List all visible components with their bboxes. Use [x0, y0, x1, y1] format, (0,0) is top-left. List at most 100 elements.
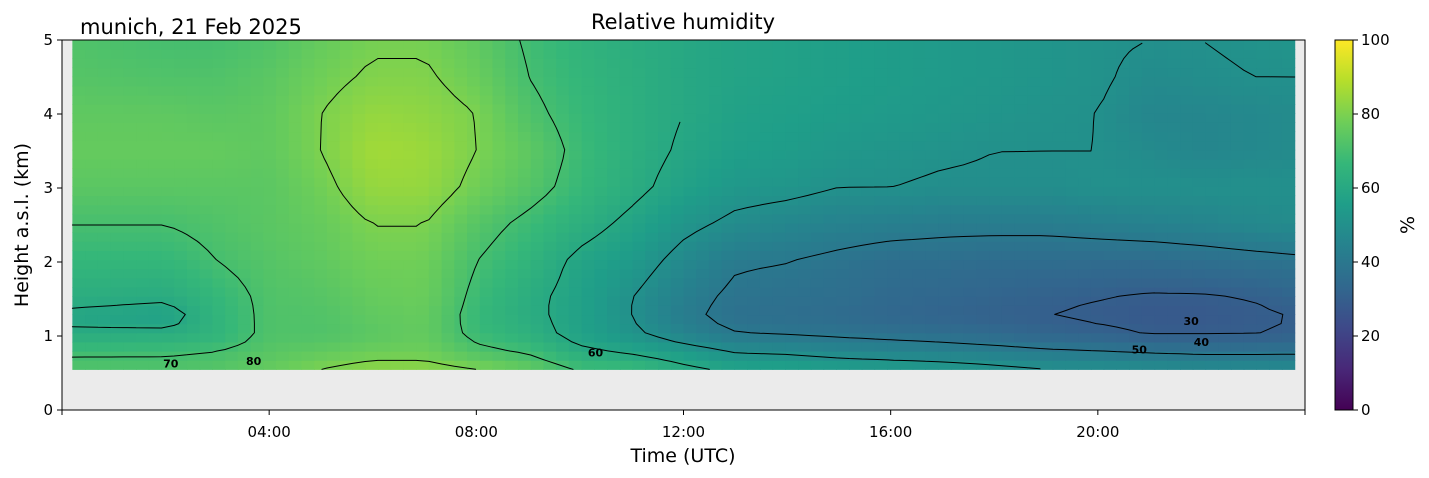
humidity-cell: [110, 277, 124, 288]
humidity-cell: [556, 195, 570, 206]
humidity-cell: [670, 323, 685, 334]
humidity-cell: [212, 113, 226, 123]
humidity-cell: [938, 241, 952, 251]
humidity-cell: [225, 351, 239, 361]
humidity-cell: [1141, 222, 1156, 233]
humidity-cell: [97, 259, 112, 270]
humidity-cell: [861, 250, 876, 261]
humidity-cell: [276, 104, 290, 114]
humidity-cell: [543, 305, 557, 316]
humidity-cell: [1154, 195, 1168, 206]
humidity-cell: [1192, 213, 1207, 224]
humidity-cell: [492, 360, 506, 370]
humidity-cell: [925, 158, 939, 169]
humidity-cell: [594, 158, 608, 169]
humidity-cell: [1192, 131, 1207, 142]
humidity-cell: [1167, 250, 1181, 261]
humidity-cell: [365, 305, 379, 316]
humidity-cell: [377, 259, 392, 270]
humidity-cell: [632, 85, 646, 96]
humidity-cell: [619, 58, 634, 69]
humidity-cell: [97, 204, 112, 215]
humidity-cell: [97, 168, 112, 178]
humidity-cell: [1027, 296, 1041, 306]
humidity-cell: [556, 296, 570, 306]
humidity-cell: [505, 305, 519, 316]
humidity-cell: [976, 49, 990, 59]
humidity-cell: [365, 85, 379, 96]
humidity-cell: [1256, 305, 1270, 316]
humidity-cell: [72, 250, 86, 261]
humidity-cell: [85, 104, 99, 114]
humidity-cell: [441, 122, 455, 133]
humidity-cell: [276, 158, 290, 169]
humidity-cell: [1180, 158, 1194, 169]
humidity-cell: [301, 341, 315, 352]
humidity-cell: [467, 40, 481, 50]
humidity-cell: [1205, 85, 1219, 96]
humidity-cell: [186, 222, 201, 233]
y-tick-label: 1: [43, 327, 53, 345]
humidity-cell: [874, 85, 888, 96]
humidity-cell: [823, 58, 837, 69]
humidity-cell: [1218, 305, 1232, 316]
humidity-cell: [212, 76, 226, 87]
humidity-cell: [798, 277, 812, 288]
y-tick-label: 0: [43, 401, 53, 419]
humidity-cell: [989, 158, 1003, 169]
humidity-cell: [454, 341, 468, 352]
humidity-cell: [186, 259, 201, 270]
humidity-cell: [390, 277, 404, 288]
humidity-cell: [505, 250, 519, 261]
humidity-cell: [365, 104, 379, 114]
humidity-cell: [810, 168, 825, 178]
humidity-cell: [454, 140, 468, 151]
humidity-cell: [148, 332, 163, 343]
humidity-cell: [301, 49, 315, 59]
humidity-cell: [327, 168, 341, 178]
humidity-cell: [1027, 104, 1041, 114]
humidity-cell: [148, 104, 163, 114]
humidity-cell: [365, 332, 379, 343]
humidity-cell: [1078, 113, 1092, 123]
humidity-cell: [543, 259, 557, 270]
humidity-cell: [734, 232, 748, 242]
humidity-cell: [327, 222, 341, 233]
humidity-cell: [925, 232, 939, 242]
humidity-cell: [479, 195, 494, 206]
humidity-cell: [925, 204, 939, 215]
humidity-cell: [861, 351, 876, 361]
humidity-cell: [301, 277, 315, 288]
humidity-cell: [110, 332, 124, 343]
humidity-cell: [1141, 332, 1156, 343]
humidity-cell: [849, 76, 863, 87]
humidity-cell: [1180, 40, 1194, 50]
humidity-cell: [645, 204, 659, 215]
humidity-cell: [721, 222, 736, 233]
humidity-cell: [492, 58, 506, 69]
humidity-cell: [136, 268, 150, 279]
humidity-cell: [734, 351, 748, 361]
humidity-cell: [1205, 286, 1219, 297]
humidity-cell: [619, 104, 634, 114]
humidity-cell: [721, 177, 736, 187]
humidity-cell: [912, 341, 927, 352]
humidity-cell: [696, 186, 710, 197]
humidity-cell: [250, 351, 264, 361]
humidity-cell: [1218, 222, 1232, 233]
humidity-cell: [747, 85, 761, 96]
humidity-cell: [874, 241, 888, 251]
humidity-cell: [1014, 332, 1028, 343]
humidity-cell: [1116, 49, 1130, 59]
humidity-cell: [390, 149, 404, 160]
humidity-cell: [658, 204, 672, 215]
humidity-cell: [492, 341, 506, 352]
humidity-cell: [186, 140, 201, 151]
humidity-cell: [849, 195, 863, 206]
humidity-cell: [1192, 49, 1207, 59]
humidity-cell: [530, 58, 545, 69]
humidity-cell: [199, 204, 214, 215]
humidity-cell: [441, 140, 455, 151]
humidity-cell: [199, 168, 214, 178]
humidity-cell: [734, 323, 748, 334]
